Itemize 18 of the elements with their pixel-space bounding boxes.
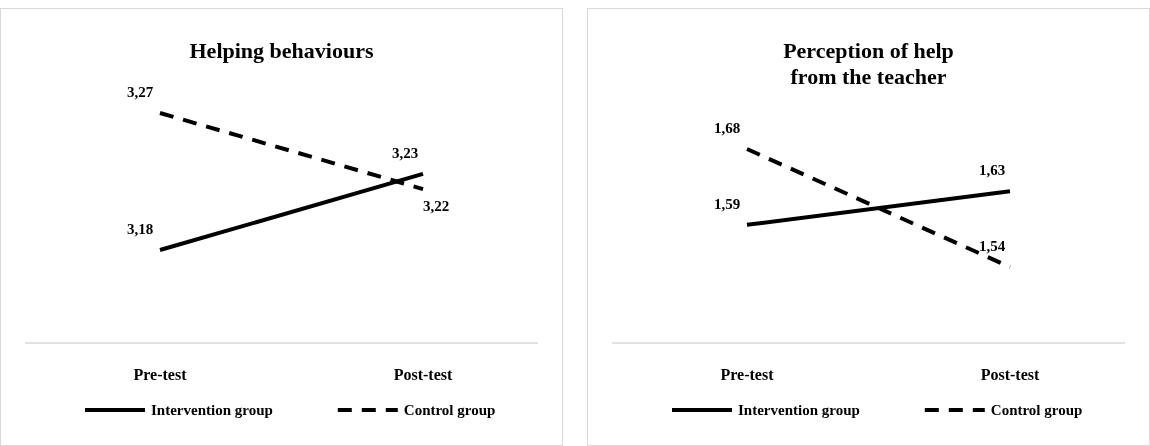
data-label: 1,68 (713, 120, 741, 136)
data-label: 1,59 (713, 195, 741, 212)
data-label: 3,22 (423, 198, 450, 215)
data-label: 3,27 (126, 84, 154, 100)
legend-label: Intervention group (151, 402, 273, 418)
data-label: 1,63 (978, 162, 1006, 179)
chart-title: Helping behaviours (189, 38, 374, 63)
x-tick-label: Pre-test (720, 366, 775, 383)
chart-title: Perception of help from the teacher (783, 38, 954, 89)
legend-label: Control group (990, 402, 1083, 418)
legend-label: Control group (403, 402, 496, 418)
legend-label: Intervention group (738, 402, 860, 418)
x-tick-label: Post-test (980, 366, 1040, 383)
data-label: 3,23 (391, 144, 419, 161)
x-tick-label: Post-test (393, 366, 453, 383)
data-label: 3,18 (126, 221, 154, 237)
x-tick-label: Pre-test (133, 366, 188, 383)
data-label: 1,54 (978, 238, 1006, 254)
